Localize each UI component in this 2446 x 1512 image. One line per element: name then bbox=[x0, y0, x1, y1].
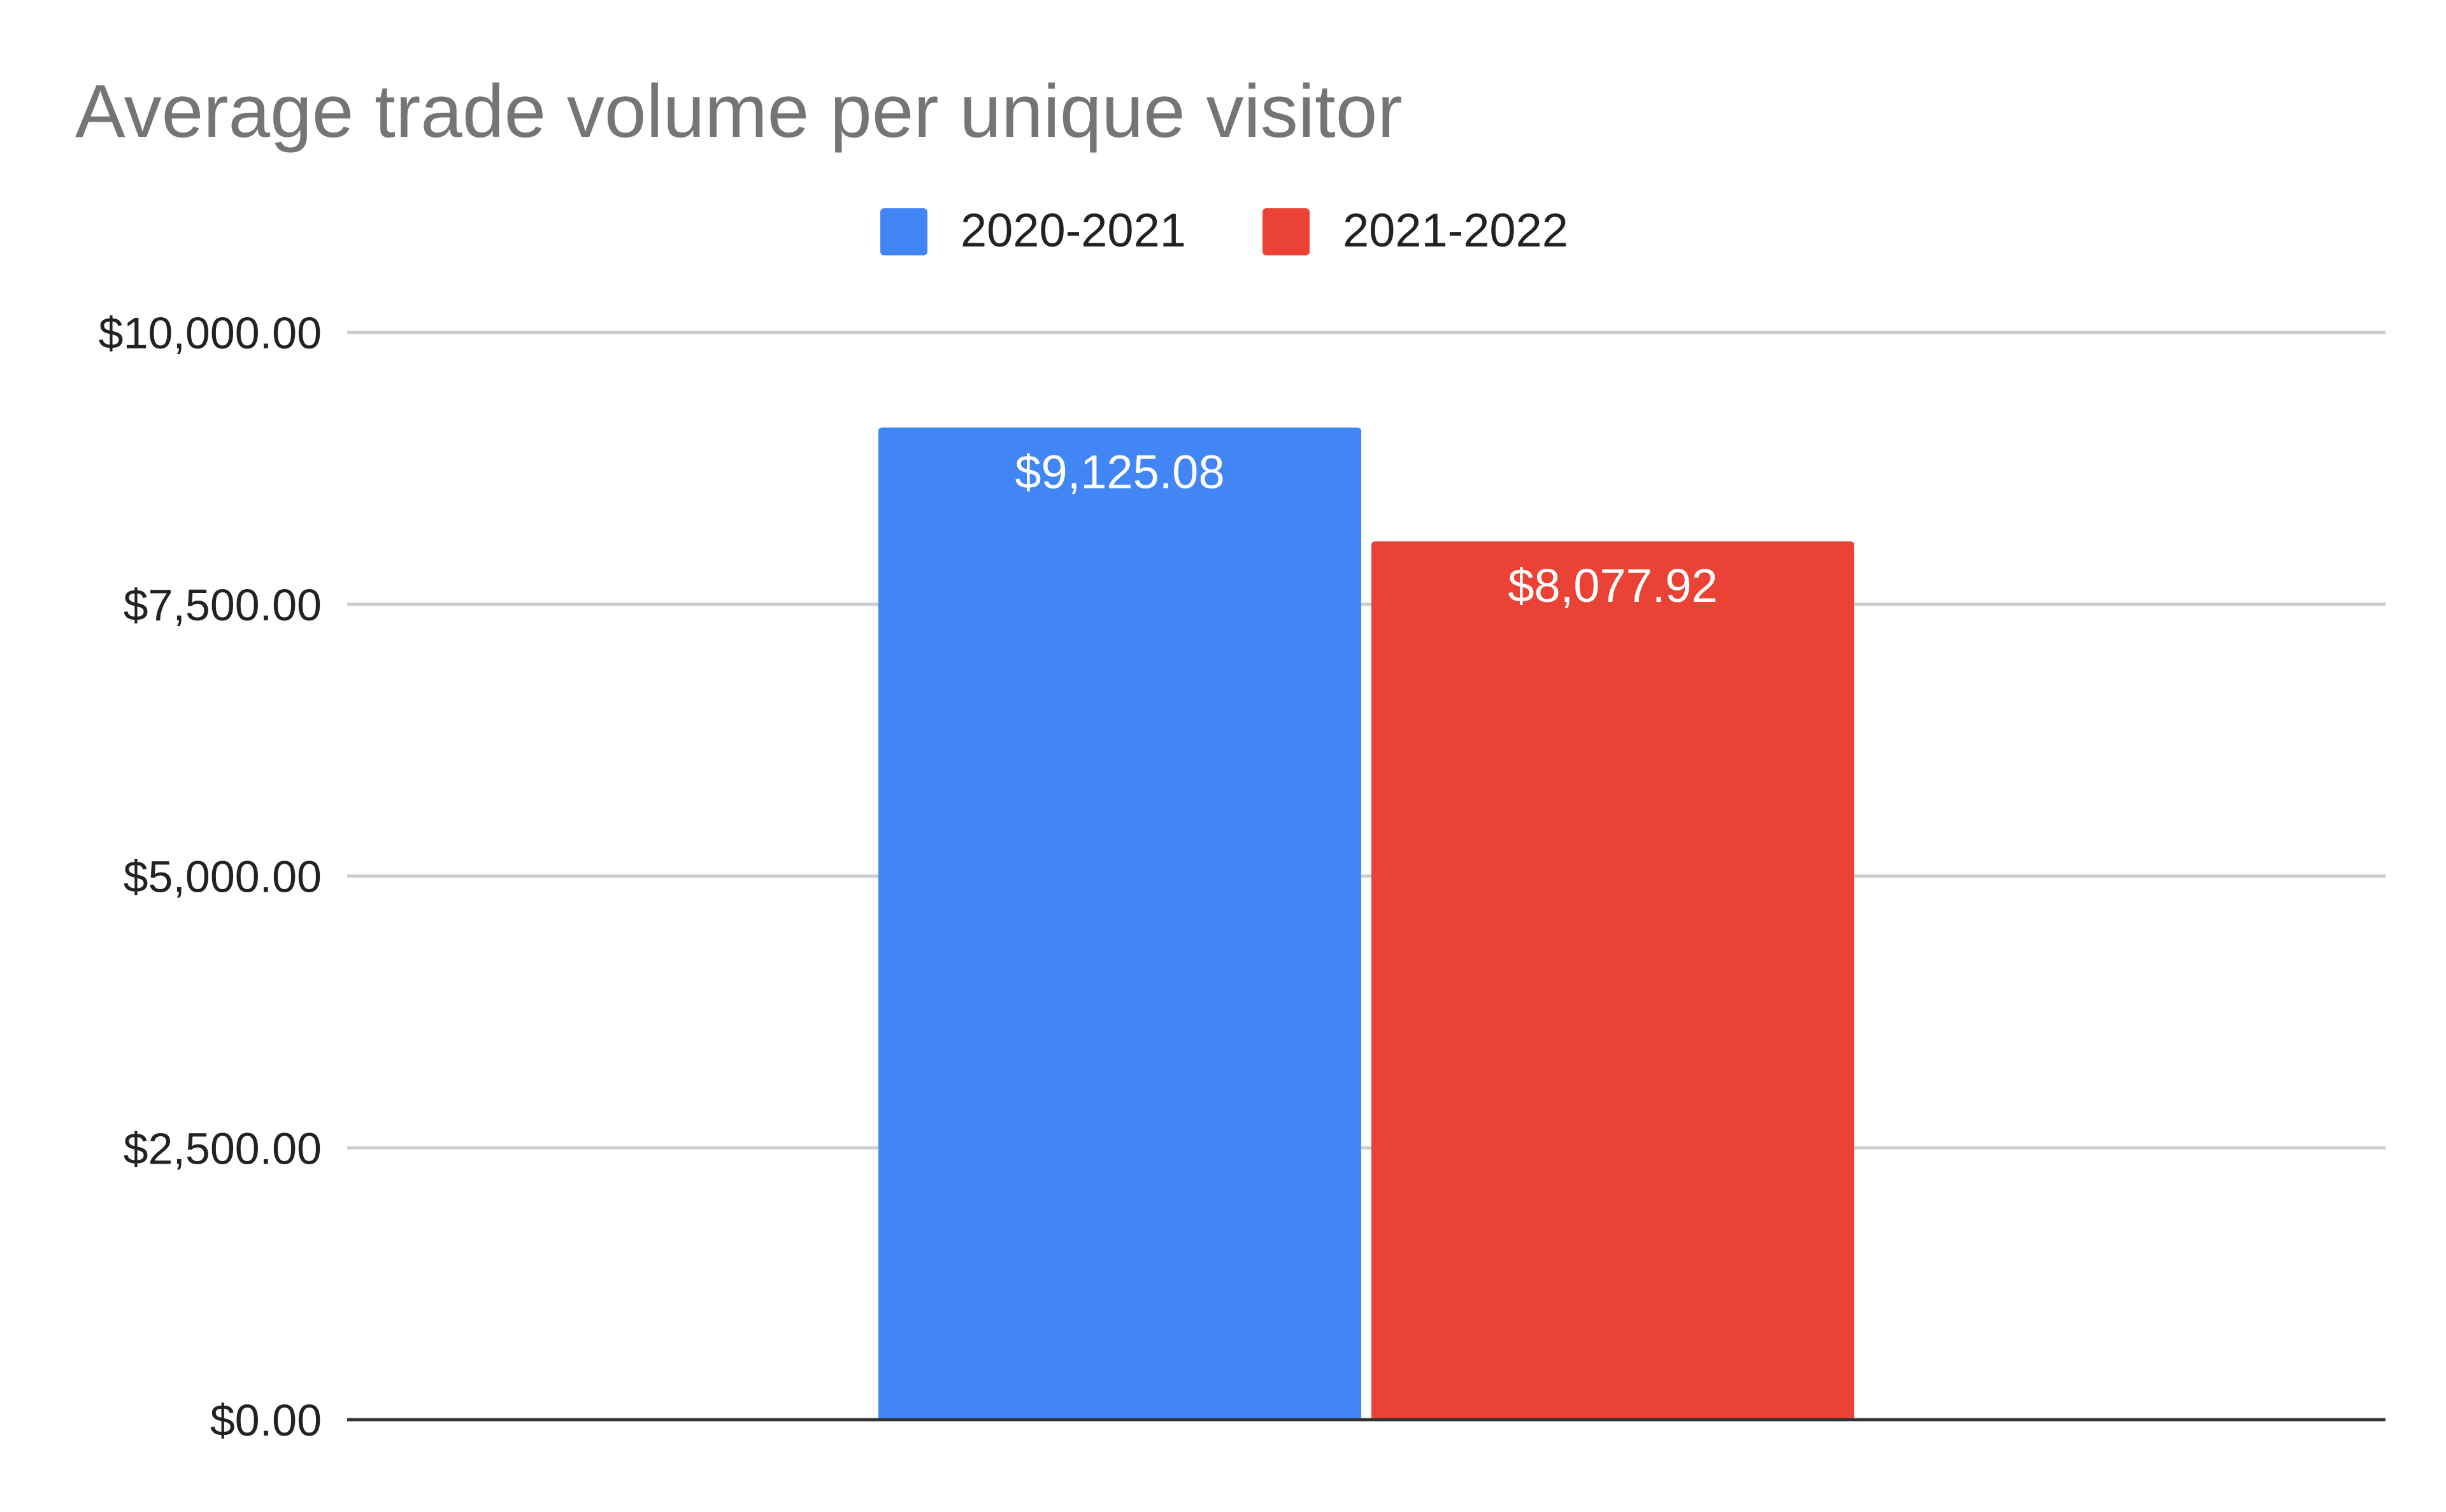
data-labels: $9,125.08 $8,077.92 bbox=[1015, 445, 1717, 612]
y-tick-label: $5,000.00 bbox=[124, 852, 322, 902]
legend-swatch-2020-2021 bbox=[880, 208, 927, 255]
legend-label-2020-2021: 2020-2021 bbox=[961, 204, 1186, 257]
bar-2021-2022[interactable] bbox=[1371, 541, 1854, 1420]
bar-2020-2021[interactable] bbox=[878, 427, 1361, 1420]
y-tick-label: $2,500.00 bbox=[124, 1123, 322, 1173]
y-tick-label: $0.00 bbox=[210, 1395, 322, 1445]
y-tick-label: $10,000.00 bbox=[99, 308, 322, 358]
legend-label-2021-2022: 2021-2022 bbox=[1343, 204, 1568, 257]
y-tick-label: $7,500.00 bbox=[124, 580, 322, 630]
chart-title: Average trade volume per unique visitor bbox=[75, 69, 1403, 153]
gridlines bbox=[347, 331, 2385, 1150]
y-axis: $0.00 $2,500.00 $5,000.00 $7,500.00 $10,000.… bbox=[99, 308, 322, 1445]
bars bbox=[878, 427, 1854, 1420]
legend-swatch-2021-2022 bbox=[1262, 208, 1310, 255]
data-label-2020-2021: $9,125.08 bbox=[1015, 445, 1224, 498]
data-label-2021-2022: $8,077.92 bbox=[1508, 559, 1717, 612]
legend: 2020-2021 2021-2022 bbox=[880, 204, 1568, 257]
